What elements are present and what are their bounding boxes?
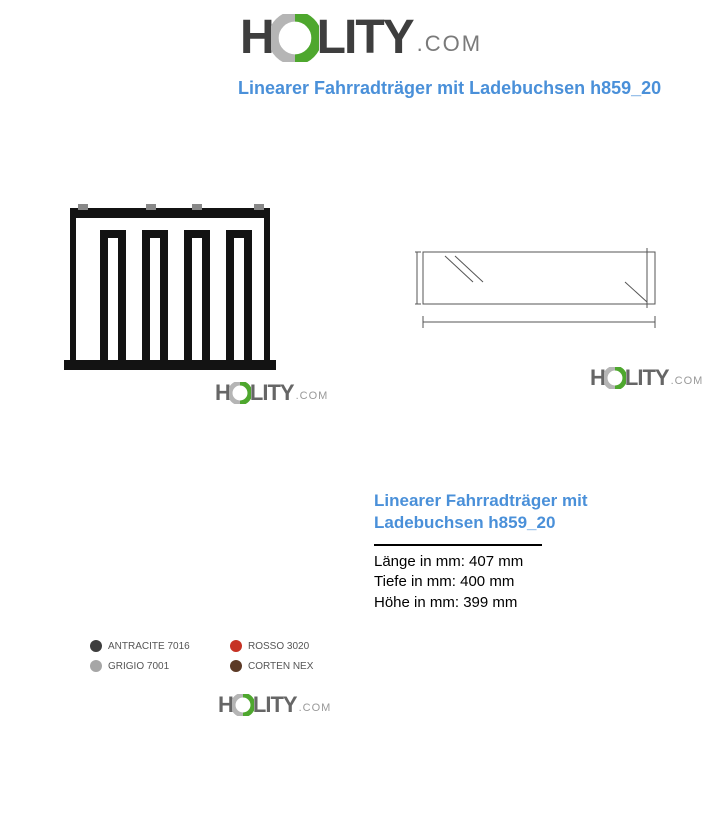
wm2-letters-lity: LITY [625,365,669,391]
wm3-dotcom: .COM [299,702,332,714]
wm3-logo-ring-icon [232,694,254,716]
swatch-dot-grigio [90,660,102,672]
swatch-label-antracite: ANTRACITE 7016 [108,641,190,652]
technical-diagram [415,242,665,357]
wm2-letter-h: H [590,365,605,391]
swatch-label-corten: CORTEN NEX [248,661,313,672]
wm3-letters-lity: LITY [253,692,297,718]
logo-ring-icon [271,14,319,62]
swatch-label-grigio: GRIGIO 7001 [108,661,169,672]
swatch-grigio: GRIGIO 7001 [90,660,190,672]
watermark-swatch: H LITY .COM [218,692,331,718]
spec-depth: Tiefe in mm: 400 mm [374,572,634,592]
swatch-antracite: ANTRACITE 7016 [90,640,190,652]
swatch-rosso: ROSSO 3020 [230,640,330,652]
swatch-dot-antracite [90,640,102,652]
logo-dotcom: .COM [417,31,482,57]
spec-height: Höhe in mm: 399 mm [374,593,634,613]
wm2-logo-ring-icon [604,367,626,389]
product-figure [60,200,280,385]
color-swatches: ANTRACITE 7016 ROSSO 3020 GRIGIO 7001 CO… [90,640,330,680]
logo-letters-lity: LITY [317,10,413,65]
specs-block: Linearer Fahrradträger mit Ladebuchsen h… [374,490,634,613]
spec-length: Länge in mm: 407 mm [374,552,634,572]
specs-divider [374,544,542,546]
wm2-dotcom: .COM [671,375,704,387]
logo-letter-h: H [240,10,273,65]
swatch-dot-rosso [230,640,242,652]
logo-main: H LITY .COM [240,10,482,65]
wm-dotcom: .COM [296,390,329,402]
swatch-label-rosso: ROSSO 3020 [248,641,309,652]
specs-title: Linearer Fahrradträger mit Ladebuchsen h… [374,490,634,534]
wm3-letter-h: H [218,692,233,718]
watermark-product: H LITY .COM [215,380,328,406]
wm-logo-ring-icon [229,382,251,404]
watermark-diagram: H LITY .COM [590,365,703,391]
wm-letter-h: H [215,380,230,406]
wm-letters-lity: LITY [250,380,294,406]
page-title: Linearer Fahrradträger mit Ladebuchsen h… [238,78,661,99]
swatch-corten: CORTEN NEX [230,660,330,672]
swatch-dot-corten [230,660,242,672]
